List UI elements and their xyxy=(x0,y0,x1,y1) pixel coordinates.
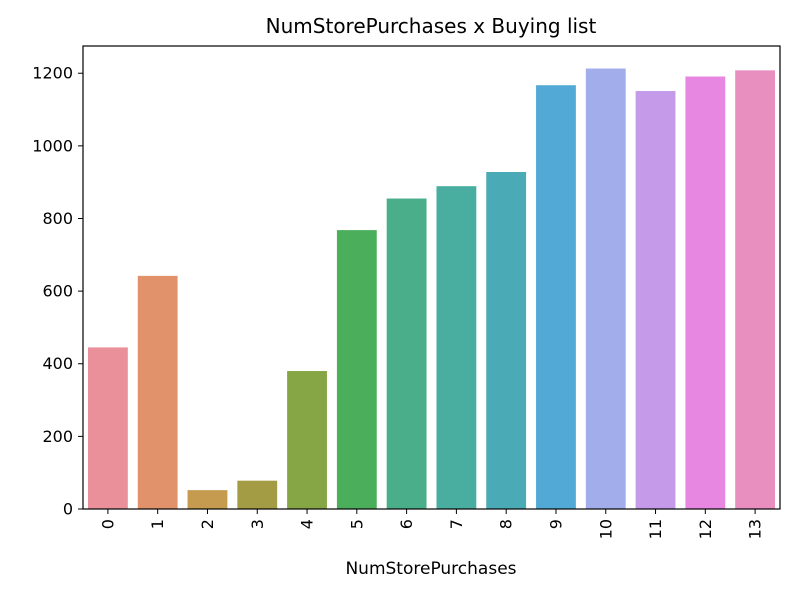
x-axis-title: NumStorePurchases xyxy=(345,559,516,579)
y-tick-label-0: 0 xyxy=(63,500,73,519)
x-tick-label-13: 13 xyxy=(746,519,765,539)
bar-6 xyxy=(386,198,427,509)
bar-10 xyxy=(585,68,626,509)
x-tick-label-6: 6 xyxy=(397,519,416,529)
x-tick-label-8: 8 xyxy=(497,519,516,529)
x-tick-label-4: 4 xyxy=(298,519,317,529)
y-tick-label-1200: 1200 xyxy=(32,64,73,83)
bar-4 xyxy=(287,371,327,509)
bar-9 xyxy=(536,85,576,509)
bar-0 xyxy=(87,347,128,509)
x-tick-label-11: 11 xyxy=(646,519,665,539)
x-tick-label-5: 5 xyxy=(347,519,366,529)
bar-12 xyxy=(685,76,726,509)
x-axis-ticks: 0 1 2 3 4 5 6 7 8 9 10 11 12 13 xyxy=(98,509,765,539)
bar-7 xyxy=(436,186,477,510)
y-tick-label-600: 600 xyxy=(42,282,73,301)
bar-8 xyxy=(486,172,527,509)
x-tick-label-0: 0 xyxy=(98,519,117,529)
plot-frame xyxy=(82,45,781,510)
x-tick-label-9: 9 xyxy=(546,519,565,529)
bar-1 xyxy=(137,275,178,509)
y-axis-ticks: 0 200 400 600 800 1000 1200 xyxy=(32,64,83,519)
x-tick-label-2: 2 xyxy=(198,519,217,529)
bar-5 xyxy=(336,230,377,510)
bar-11 xyxy=(635,91,676,509)
chart-title: NumStorePurchases x Buying list xyxy=(266,14,597,38)
bar-2 xyxy=(187,490,228,509)
y-tick-label-800: 800 xyxy=(42,209,73,228)
x-tick-label-10: 10 xyxy=(596,519,615,539)
x-tick-label-1: 1 xyxy=(148,519,167,529)
x-tick-label-12: 12 xyxy=(696,519,715,539)
bar-3 xyxy=(237,480,278,509)
bars-group xyxy=(87,68,776,510)
x-tick-label-3: 3 xyxy=(248,519,267,529)
y-tick-label-1000: 1000 xyxy=(32,136,73,155)
x-tick-label-7: 7 xyxy=(447,519,466,529)
y-tick-label-200: 200 xyxy=(42,427,73,446)
y-tick-label-400: 400 xyxy=(42,354,73,373)
bar-13 xyxy=(735,70,776,509)
